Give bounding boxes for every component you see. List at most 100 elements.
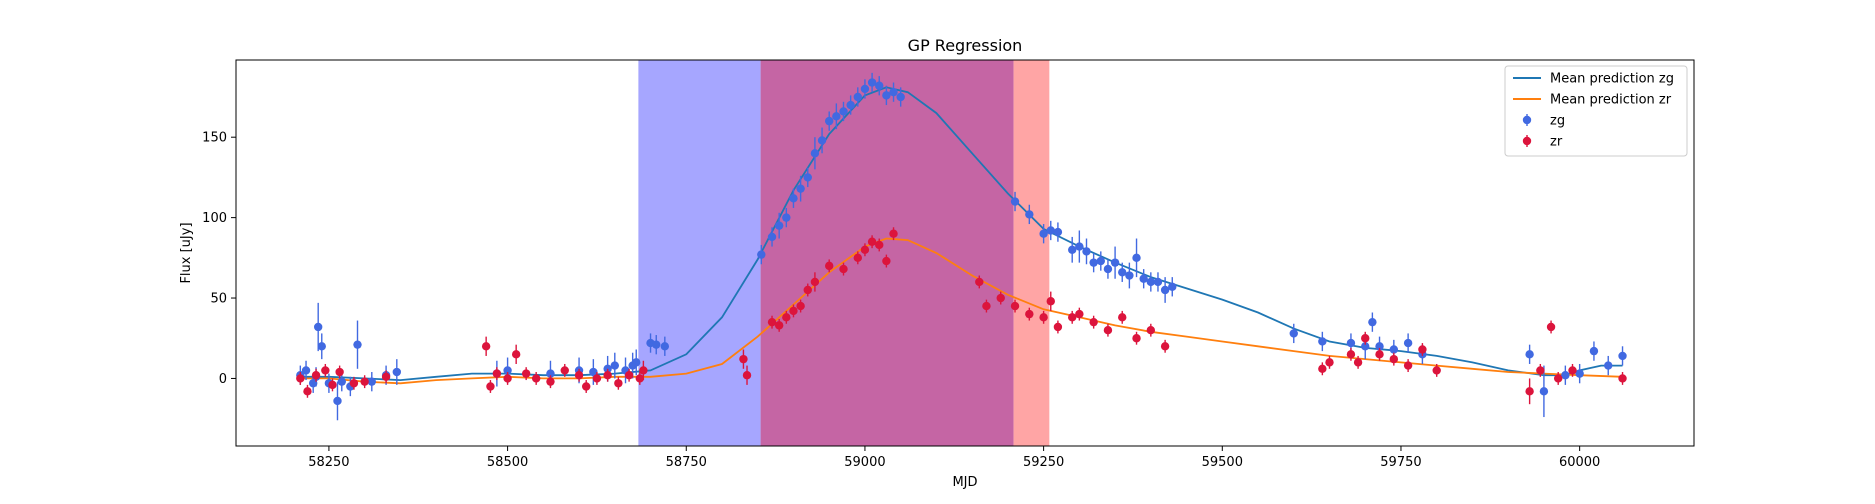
- zr-point: [825, 261, 834, 271]
- zg-point: [889, 87, 898, 97]
- legend: Mean prediction zg Mean prediction zr zg zr: [1504, 65, 1688, 157]
- zr-point: [1160, 342, 1170, 351]
- line-mean-prediction-zg: [300, 86, 1623, 382]
- data-points: [296, 72, 1627, 421]
- zg-point: [1068, 245, 1077, 254]
- shaded-region-2: [760, 60, 1014, 446]
- zg-point: [1153, 277, 1163, 287]
- zr-point: [1132, 334, 1141, 343]
- zg-point: [875, 81, 884, 90]
- zg-point: [757, 250, 766, 259]
- zr-point: [1525, 387, 1534, 396]
- zg-point: [1132, 253, 1141, 263]
- zr-point: [1053, 322, 1063, 332]
- x-axis-ticks: 58250 58500 58750 59000 59250 59500 59750 60000: [308, 446, 1600, 470]
- zg-point: [1096, 256, 1105, 266]
- zr-point: [1432, 366, 1441, 375]
- zg-point: [860, 84, 870, 94]
- y-tick-label: 100: [202, 211, 227, 226]
- zr-point: [1353, 358, 1363, 367]
- zg-point: [810, 149, 820, 158]
- zr-point: [1103, 326, 1113, 335]
- zr-point: [303, 387, 312, 396]
- y-tick-label: 150: [202, 131, 227, 146]
- zg-point: [1160, 285, 1170, 295]
- zg-point: [1618, 351, 1627, 361]
- zg-point: [1118, 268, 1127, 277]
- zr-point: [860, 245, 870, 254]
- x-tick-label: 58500: [487, 455, 528, 470]
- zg-point: [867, 78, 877, 87]
- zr-point: [492, 369, 502, 378]
- zr-point: [511, 350, 521, 359]
- zg-point: [803, 173, 812, 182]
- zg-point: [1375, 342, 1384, 351]
- zg-point: [774, 221, 784, 230]
- zg-point: [632, 358, 641, 367]
- zg-point: [301, 366, 311, 375]
- line-mean-prediction-zr: [300, 237, 1623, 385]
- legend-marker-swatch: [1522, 136, 1532, 146]
- zg-point: [832, 112, 841, 121]
- zr-point: [481, 342, 491, 351]
- zr-point: [803, 285, 812, 295]
- zr-point: [574, 371, 584, 380]
- x-tick-label: 59750: [1380, 455, 1421, 470]
- zg-point: [853, 92, 862, 102]
- zg-point: [1075, 242, 1084, 251]
- zr-point: [1318, 364, 1327, 373]
- zg-point: [313, 322, 323, 332]
- zr-point: [311, 371, 321, 380]
- zr-point: [635, 374, 645, 383]
- zg-point: [1139, 274, 1148, 283]
- zg-point: [1318, 337, 1327, 346]
- zg-point: [839, 107, 848, 116]
- prediction-lines: [300, 86, 1623, 385]
- zr-point: [349, 379, 359, 388]
- zg-point: [1039, 229, 1048, 238]
- x-axis-label: MJD: [952, 475, 977, 490]
- zr-point: [1046, 297, 1055, 306]
- zr-point: [875, 240, 884, 250]
- zr-point: [531, 374, 541, 383]
- zr-point: [381, 372, 391, 382]
- zr-point: [853, 253, 862, 263]
- series-zg: [296, 72, 1627, 421]
- zr-point: [889, 229, 898, 238]
- zg-point: [392, 367, 402, 377]
- zg-point: [308, 379, 318, 388]
- x-tick-label: 59500: [1202, 455, 1243, 470]
- zg-point: [1146, 277, 1156, 287]
- zg-point: [1525, 350, 1534, 359]
- zr-point: [1346, 350, 1356, 359]
- zg-point: [825, 116, 834, 126]
- zg-point: [882, 91, 891, 100]
- zr-point: [810, 277, 820, 287]
- zr-point: [614, 379, 623, 388]
- x-tick-label: 58750: [666, 455, 707, 470]
- zr-point: [1089, 317, 1098, 327]
- zr-point: [796, 301, 805, 311]
- zr-point: [996, 293, 1005, 303]
- zr-point: [1118, 313, 1127, 322]
- zg-point: [353, 340, 362, 349]
- legend-label: zg: [1550, 114, 1565, 129]
- zg-point: [337, 377, 346, 386]
- zg-point: [1604, 361, 1613, 370]
- zr-point: [1361, 334, 1370, 343]
- zr-point: [603, 371, 612, 380]
- zg-point: [1368, 317, 1377, 327]
- x-tick-label: 60000: [1559, 455, 1600, 470]
- shaded-region-3: [1013, 60, 1050, 446]
- zr-point: [867, 237, 877, 246]
- zg-point: [796, 184, 805, 193]
- zg-point: [1103, 264, 1113, 274]
- zg-point: [1361, 342, 1370, 351]
- zg-point: [317, 342, 326, 351]
- zg-point: [503, 366, 512, 375]
- zr-point: [1389, 354, 1399, 364]
- zg-point: [767, 232, 777, 242]
- zg-point: [652, 340, 661, 349]
- zg-point: [846, 100, 855, 110]
- zg-point: [1289, 329, 1298, 338]
